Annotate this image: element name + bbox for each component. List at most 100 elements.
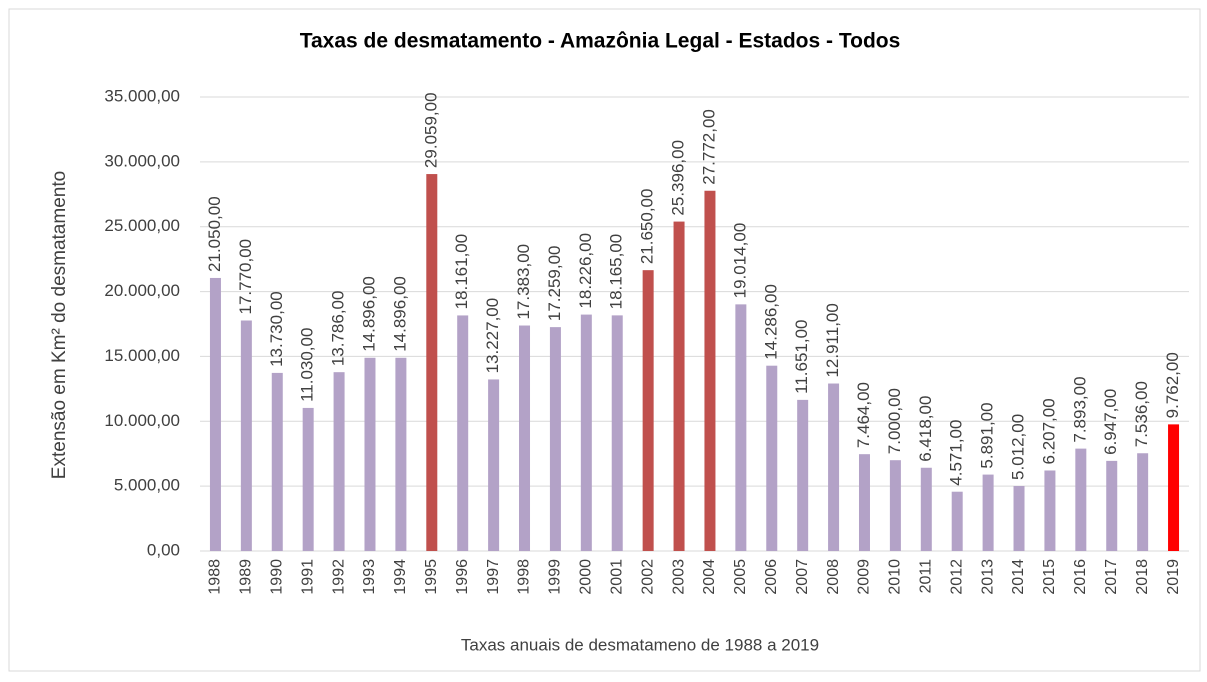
x-tick-label: 2009: [856, 559, 873, 595]
x-tick-label: 2019: [1165, 559, 1182, 595]
x-tick-label: 1992: [330, 559, 347, 595]
data-label: 14.286,00: [761, 284, 780, 360]
bar: [673, 221, 685, 551]
data-label: 14.896,00: [390, 276, 409, 352]
bar: [920, 467, 932, 551]
bar: [797, 399, 809, 551]
bar: [704, 190, 716, 551]
bar: [1013, 485, 1025, 551]
data-label: 25.396,00: [669, 140, 688, 216]
x-tick-label: 2004: [701, 559, 718, 595]
bar: [209, 277, 221, 551]
bar: [302, 407, 314, 551]
data-label: 11.030,00: [298, 328, 317, 402]
x-tick-label: 1991: [299, 559, 316, 595]
bar: [951, 491, 963, 551]
data-label: 13.786,00: [329, 291, 348, 367]
y-tick-label: 5.000,00: [114, 476, 180, 495]
bar: [549, 327, 561, 551]
bar: [364, 357, 376, 551]
x-tick-label: 2001: [608, 559, 625, 595]
bar: [735, 304, 747, 551]
bar: [395, 357, 407, 551]
data-label: 14.896,00: [359, 276, 378, 352]
bar: [611, 315, 623, 551]
y-tick-label: 15.000,00: [104, 346, 180, 365]
data-label: 17.383,00: [514, 244, 533, 320]
bar: [1106, 460, 1118, 551]
y-axis-title: Extensão em Km² do desmatamento: [49, 171, 70, 479]
bar: [1044, 470, 1056, 551]
x-tick-label: 2002: [639, 559, 656, 595]
data-label: 4.571,00: [947, 420, 966, 486]
data-label: 18.226,00: [576, 233, 595, 309]
x-tick-label: 2013: [979, 559, 996, 595]
data-label: 7.893,00: [1070, 376, 1089, 442]
bar: [982, 474, 994, 551]
x-tick-label: 2014: [1010, 559, 1027, 595]
x-tick-label: 1993: [361, 559, 378, 595]
y-tick-label: 10.000,00: [104, 411, 180, 430]
data-label: 13.730,00: [267, 291, 286, 367]
x-tick-label: 1997: [485, 559, 502, 595]
x-tick-label: 2011: [918, 559, 935, 594]
bar: [488, 379, 500, 551]
bar: [1075, 448, 1087, 551]
x-tick-label: 2000: [578, 559, 595, 595]
x-tick-label: 2016: [1072, 559, 1089, 595]
data-label: 17.259,00: [545, 245, 564, 321]
bar: [580, 314, 592, 551]
data-label: 5.891,00: [978, 402, 997, 468]
bar: [457, 315, 469, 551]
data-label: 6.418,00: [916, 396, 935, 462]
data-label: 21.650,00: [638, 189, 657, 265]
x-tick-label: 1998: [516, 559, 533, 595]
bar: [858, 454, 870, 551]
bar: [828, 383, 840, 551]
y-tick-label: 25.000,00: [104, 216, 180, 235]
x-axis-title: Taxas anuais de desmatameno de 1988 a 20…: [461, 635, 819, 654]
data-label: 17.770,00: [236, 239, 255, 315]
x-tick-label: 2006: [763, 559, 780, 595]
bar: [766, 365, 778, 551]
data-label: 7.000,00: [885, 388, 904, 454]
chart-border: [8, 8, 1201, 672]
x-tick-label: 1994: [392, 559, 409, 595]
bar: [519, 325, 531, 551]
bar: [240, 320, 252, 551]
bar: [426, 174, 438, 551]
bar: [1137, 453, 1149, 551]
x-tick-label: 2015: [1041, 559, 1058, 595]
data-label: 7.536,00: [1132, 381, 1151, 447]
data-label: 18.165,00: [607, 234, 626, 310]
x-tick-label: 2010: [887, 559, 904, 595]
y-tick-label: 30.000,00: [104, 151, 180, 170]
data-label: 12.911,00: [823, 303, 842, 377]
x-tick-label: 1999: [547, 559, 564, 595]
data-label: 7.464,00: [854, 382, 873, 448]
data-label: 6.947,00: [1101, 389, 1120, 455]
x-tick-label: 2005: [732, 559, 749, 595]
x-tick-label: 1988: [207, 559, 224, 595]
x-tick-label: 2012: [948, 559, 965, 595]
data-label: 18.161,00: [452, 234, 471, 310]
y-tick-label: 0,00: [147, 540, 180, 559]
data-label: 21.050,00: [205, 196, 224, 272]
x-tick-label: 2017: [1103, 559, 1120, 595]
data-label: 6.207,00: [1039, 398, 1058, 464]
bar: [271, 372, 283, 551]
bar: [333, 372, 345, 551]
x-tick-label: 1996: [454, 559, 471, 595]
chart-title: Taxas de desmatamento - Amazônia Legal -…: [300, 30, 901, 53]
bar: [1168, 424, 1180, 551]
x-tick-label: 2003: [670, 559, 687, 595]
data-label: 27.772,00: [699, 109, 718, 185]
x-tick-label: 2007: [794, 559, 811, 595]
x-tick-label: 1990: [268, 559, 285, 595]
x-tick-label: 2008: [825, 559, 842, 595]
y-tick-label: 35.000,00: [104, 86, 180, 105]
data-label: 9.762,00: [1163, 352, 1182, 418]
y-tick-label: 20.000,00: [104, 281, 180, 300]
data-label: 13.227,00: [483, 298, 502, 374]
